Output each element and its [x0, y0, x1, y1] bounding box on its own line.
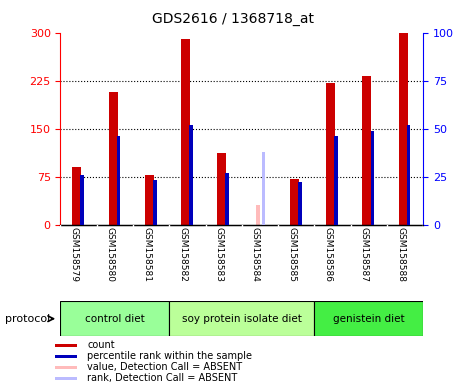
Text: genistein diet: genistein diet — [333, 314, 405, 324]
Bar — [55, 355, 77, 358]
Text: GSM158579: GSM158579 — [70, 227, 79, 282]
Text: count: count — [87, 340, 115, 350]
Text: GSM158581: GSM158581 — [142, 227, 151, 282]
Bar — [55, 377, 77, 380]
Bar — [407, 125, 411, 225]
Bar — [217, 153, 226, 225]
Text: GSM158583: GSM158583 — [215, 227, 224, 282]
Text: GSM158580: GSM158580 — [106, 227, 115, 282]
Bar — [362, 76, 372, 225]
Bar — [117, 136, 120, 225]
Text: GSM158585: GSM158585 — [287, 227, 296, 282]
Bar — [314, 301, 423, 336]
Bar — [169, 301, 314, 336]
Bar — [80, 175, 84, 225]
Text: rank, Detection Call = ABSENT: rank, Detection Call = ABSENT — [87, 374, 238, 384]
Bar — [298, 182, 302, 225]
Bar — [290, 179, 299, 225]
Bar — [108, 92, 118, 225]
Text: GDS2616 / 1368718_at: GDS2616 / 1368718_at — [152, 12, 313, 25]
Bar — [399, 33, 408, 225]
Bar — [189, 125, 193, 225]
Bar — [334, 136, 338, 225]
Bar — [326, 83, 335, 225]
Bar — [371, 131, 374, 225]
Bar — [226, 173, 229, 225]
Bar — [256, 205, 260, 225]
Text: control diet: control diet — [85, 314, 145, 324]
Text: percentile rank within the sample: percentile rank within the sample — [87, 351, 252, 361]
Text: GSM158587: GSM158587 — [360, 227, 369, 282]
Text: protocol: protocol — [5, 314, 50, 324]
Bar — [153, 180, 157, 225]
Text: GSM158582: GSM158582 — [179, 227, 187, 282]
Text: soy protein isolate diet: soy protein isolate diet — [182, 314, 302, 324]
Text: GSM158588: GSM158588 — [396, 227, 405, 282]
Bar — [72, 167, 81, 225]
Bar — [145, 175, 154, 225]
Bar — [181, 39, 190, 225]
Text: GSM158584: GSM158584 — [251, 227, 260, 282]
Bar — [55, 344, 77, 347]
Bar — [60, 301, 169, 336]
Bar — [55, 366, 77, 369]
Text: GSM158586: GSM158586 — [324, 227, 332, 282]
Bar — [262, 152, 265, 225]
Text: value, Detection Call = ABSENT: value, Detection Call = ABSENT — [87, 362, 243, 372]
